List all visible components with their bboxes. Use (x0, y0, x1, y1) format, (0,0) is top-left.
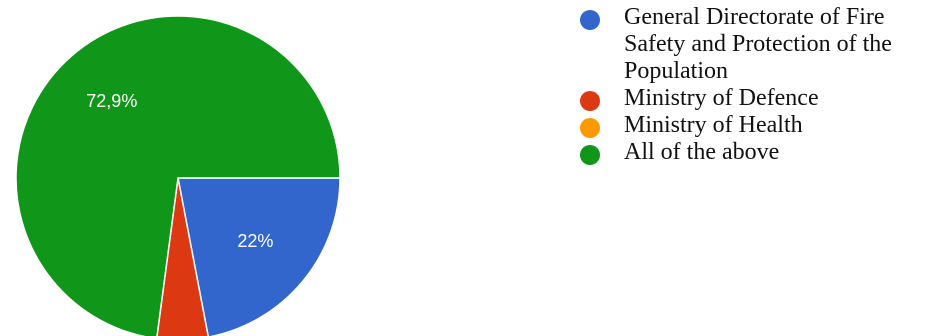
pie-chart: 22% 72,9% (15, 15, 341, 336)
legend: General Directorate of Fire Safety and P… (580, 4, 946, 166)
legend-swatch-orange (580, 118, 600, 138)
legend-item-defence: Ministry of Defence (580, 85, 946, 112)
legend-label: Ministry of Health (624, 112, 803, 138)
legend-label: General Directorate of Fire Safety and P… (624, 4, 892, 84)
slice-all (15, 15, 341, 336)
slice-defence (156, 177, 209, 336)
slice-fire-safety (177, 177, 341, 336)
legend-swatch-red (580, 91, 600, 111)
slice-value-label: 22% (237, 231, 273, 251)
legend-swatch-green (580, 145, 600, 165)
legend-swatch-blue (580, 10, 600, 30)
slice-value-label: 72,9% (86, 91, 137, 111)
legend-label: Ministry of Defence (624, 85, 819, 111)
legend-label: All of the above (624, 139, 780, 165)
legend-item-all: All of the above (580, 139, 946, 166)
legend-item-health: Ministry of Health (580, 112, 946, 139)
legend-item-fire-safety: General Directorate of Fire Safety and P… (580, 4, 946, 85)
